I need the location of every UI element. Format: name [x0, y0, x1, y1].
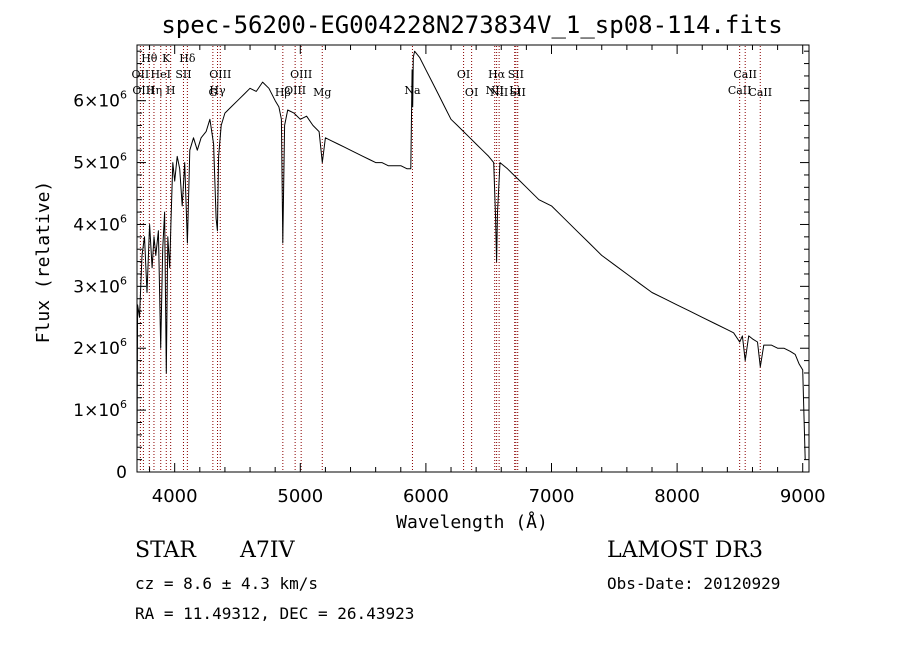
y-tick-label-4: 4×106 — [73, 212, 127, 235]
y-tick-base: 6×10 — [73, 92, 120, 112]
y-tick-base: 3×10 — [73, 277, 120, 297]
y-tick-base: 4×10 — [73, 215, 120, 235]
marker-label-5: K — [162, 52, 171, 65]
marker-label-3: Hη — [146, 84, 162, 97]
marker-label-26: CaII — [733, 68, 757, 81]
marker-label-1: OIII — [132, 84, 154, 97]
y-tick-label-3: 3×106 — [73, 274, 127, 297]
marker-label-9: G — [208, 86, 217, 99]
x-tick-label-3: 7000 — [529, 486, 575, 507]
y-axis-label: Flux (relative) — [33, 181, 54, 344]
marker-label-15: Mg — [313, 86, 331, 99]
x-tick-label-4: 8000 — [654, 486, 700, 507]
y-tick-exponent: 6 — [120, 398, 127, 411]
y-tick-base: 2×10 — [73, 339, 120, 359]
marker-label-19: NII — [486, 84, 504, 97]
marker-label-20: Hα — [488, 68, 506, 81]
marker-label-11: OIII — [209, 68, 231, 81]
x-tick-label-5: 9000 — [780, 486, 826, 507]
marker-label-23: SII — [508, 68, 524, 81]
marker-label-4: HeI — [151, 68, 171, 81]
y-tick-label-2: 2×106 — [73, 336, 127, 359]
x-axis-label: Wavelength (Å) — [396, 511, 548, 533]
flux-series — [136, 50, 806, 460]
plot-frame — [136, 44, 810, 473]
marker-label-2: Hθ — [141, 52, 158, 65]
x-tick-label-0: 4000 — [152, 486, 198, 507]
marker-label-6: H — [166, 84, 176, 97]
redshift-text: cz = 8.6 ± 4.3 km/s — [135, 574, 319, 593]
marker-label-8: Hδ — [179, 52, 196, 65]
y-tick-label-5: 5×106 — [73, 151, 127, 174]
y-tick-exponent: 6 — [120, 336, 127, 349]
object-class: STAR — [135, 538, 196, 563]
marker-label-24: SII — [510, 86, 526, 99]
marker-label-25: CaII — [728, 84, 752, 97]
survey-name: LAMOST DR3 — [607, 538, 763, 563]
series-line-spectrum — [136, 50, 806, 460]
y-tick-exponent: 6 — [120, 274, 127, 287]
marker-label-13: OIII — [284, 84, 306, 97]
y-tick-exponent: 6 — [120, 89, 127, 102]
coordinates-text: RA = 11.49312, DEC = 26.43923 — [135, 604, 415, 623]
marker-label-21: NII — [490, 86, 508, 99]
marker-label-0: OII — [132, 68, 150, 81]
y-tick-exponent: 6 — [120, 151, 127, 164]
object-subclass: A7IV — [240, 538, 295, 563]
y-tick-base: 1×10 — [73, 401, 120, 421]
observation-date: Obs-Date: 20120929 — [607, 574, 781, 593]
x-tick-label-2: 6000 — [403, 486, 449, 507]
y-tick-base: 5×10 — [73, 154, 120, 174]
marker-label-22: Li — [509, 84, 520, 97]
marker-label-18: OI — [465, 86, 478, 99]
marker-label-17: OI — [457, 68, 470, 81]
marker-label-14: OIII — [290, 68, 312, 81]
marker-label-7: SII — [175, 68, 191, 81]
marker-label-27: CaII — [748, 86, 772, 99]
x-axis: 4000 5000 6000 7000 8000 9000 — [149, 45, 826, 507]
y-tick-base: 0 — [116, 463, 127, 483]
x-tick-label-1: 5000 — [277, 486, 323, 507]
y-tick-label-1: 1×106 — [73, 398, 127, 421]
spectral-line-markers: OIIOIIIHθHηHeIKHSIIHδGHγOIIIHβOIIIOIIIMg… — [132, 46, 772, 472]
y-tick-label-0: 0 — [116, 463, 127, 483]
y-tick-exponent: 6 — [120, 212, 127, 225]
chart-title: spec-56200-EG004228N273834V_1_sp08-114.f… — [161, 11, 782, 39]
marker-label-10: Hγ — [209, 84, 226, 97]
y-tick-label-6: 6×106 — [73, 89, 127, 112]
marker-label-12: Hβ — [275, 86, 291, 99]
